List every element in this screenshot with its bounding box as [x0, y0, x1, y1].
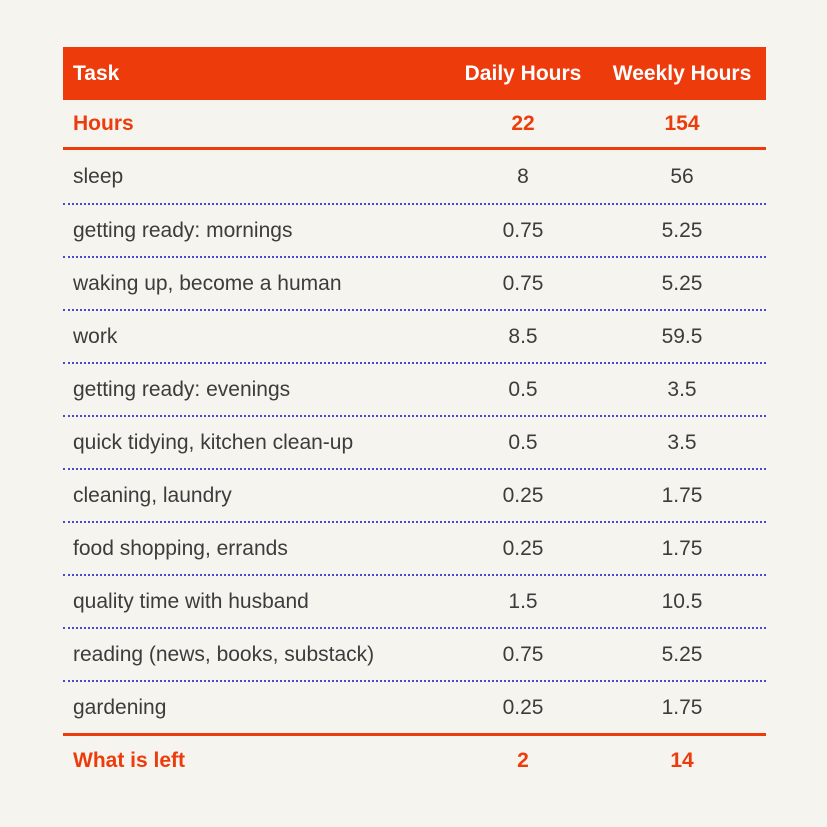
daily-hours-cell: 0.25: [502, 536, 544, 560]
table-row: getting ready: mornings 0.75 5.25: [63, 203, 766, 256]
daily-hours-cell: 0.5: [508, 430, 538, 454]
table-row: food shopping, errands 0.25 1.75: [63, 521, 766, 574]
weekly-hours-cell: 3.5: [667, 377, 697, 401]
task-cell: work: [73, 324, 118, 348]
daily-hours-cell: 0.75: [502, 642, 544, 666]
task-cell: food shopping, errands: [73, 536, 288, 560]
time-budget-table: Task Daily Hours Weekly Hours Hours 22 1…: [63, 47, 766, 785]
table-row: reading (news, books, substack) 0.75 5.2…: [63, 627, 766, 680]
table-row: sleep 8 56: [63, 150, 766, 203]
column-header-weekly-hours: Weekly Hours: [612, 61, 752, 85]
task-cell: getting ready: mornings: [73, 218, 293, 242]
daily-hours-cell: 8: [517, 164, 529, 188]
weekly-hours-cell: 3.5: [667, 430, 697, 454]
totals-weekly-hours-value: 154: [664, 111, 700, 135]
column-header-daily-hours: Daily Hours: [464, 61, 582, 85]
table-body: sleep 8 56 getting ready: mornings 0.75 …: [63, 150, 766, 733]
summary-row-label: What is left: [73, 748, 186, 772]
table-row: quick tidying, kitchen clean-up 0.5 3.5: [63, 415, 766, 468]
weekly-hours-cell: 1.75: [661, 483, 703, 507]
table-row: quality time with husband 1.5 10.5: [63, 574, 766, 627]
weekly-hours-cell: 10.5: [661, 589, 703, 613]
weekly-hours-cell: 56: [670, 164, 694, 188]
task-cell: reading (news, books, substack): [73, 642, 375, 666]
weekly-hours-cell: 5.25: [661, 642, 703, 666]
daily-hours-cell: 0.5: [508, 377, 538, 401]
daily-hours-cell: 0.25: [502, 695, 544, 719]
daily-hours-cell: 8.5: [508, 324, 538, 348]
weekly-hours-cell: 5.25: [661, 218, 703, 242]
task-cell: quality time with husband: [73, 589, 309, 613]
weekly-hours-cell: 1.75: [661, 536, 703, 560]
table-row: gardening 0.25 1.75: [63, 680, 766, 733]
table-row: cleaning, laundry 0.25 1.75: [63, 468, 766, 521]
weekly-hours-cell: 5.25: [661, 271, 703, 295]
task-cell: sleep: [73, 164, 124, 188]
summary-weekly-hours-value: 14: [670, 748, 694, 772]
weekly-hours-cell: 59.5: [661, 324, 703, 348]
table-row: work 8.5 59.5: [63, 309, 766, 362]
table-row: waking up, become a human 0.75 5.25: [63, 256, 766, 309]
task-cell: cleaning, laundry: [73, 483, 232, 507]
task-cell: waking up, become a human: [73, 271, 342, 295]
column-header-task: Task: [73, 61, 120, 85]
daily-hours-cell: 1.5: [508, 589, 538, 613]
task-cell: gardening: [73, 695, 167, 719]
totals-daily-hours-value: 22: [511, 111, 535, 135]
daily-hours-cell: 0.75: [502, 271, 544, 295]
weekly-hours-cell: 1.75: [661, 695, 703, 719]
totals-row-label: Hours: [73, 111, 134, 135]
daily-hours-cell: 0.25: [502, 483, 544, 507]
summary-row: What is left 2 14: [63, 733, 766, 785]
table-row: getting ready: evenings 0.5 3.5: [63, 362, 766, 415]
task-cell: quick tidying, kitchen clean-up: [73, 430, 354, 454]
daily-hours-cell: 0.75: [502, 218, 544, 242]
summary-daily-hours-value: 2: [517, 748, 529, 772]
totals-row: Hours 22 154: [63, 100, 766, 150]
table-header-row: Task Daily Hours Weekly Hours: [63, 47, 766, 100]
task-cell: getting ready: evenings: [73, 377, 291, 401]
